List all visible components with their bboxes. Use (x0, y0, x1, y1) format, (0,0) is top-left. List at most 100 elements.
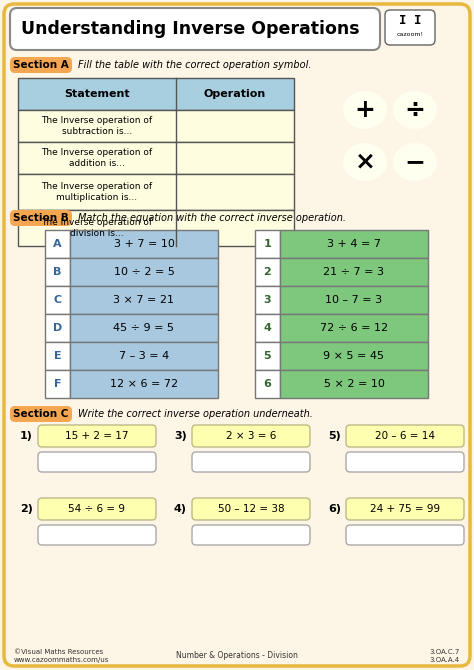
FancyBboxPatch shape (38, 525, 156, 545)
Text: Statement: Statement (64, 89, 130, 99)
Text: The Inverse operation of
division is...: The Inverse operation of division is... (41, 218, 153, 238)
Bar (255, 258, 280, 286)
Text: 72 ÷ 6 = 12: 72 ÷ 6 = 12 (320, 323, 388, 333)
Text: 12 × 6 = 72: 12 × 6 = 72 (110, 379, 178, 389)
Bar (18, 110, 294, 142)
Text: −: − (404, 150, 426, 174)
FancyBboxPatch shape (192, 425, 310, 447)
Bar (70, 230, 218, 258)
Bar (18, 78, 294, 110)
Bar (70, 370, 218, 398)
FancyBboxPatch shape (10, 210, 72, 226)
Text: C: C (54, 295, 62, 305)
Text: Match the equation with the correct inverse operation.: Match the equation with the correct inve… (78, 213, 346, 223)
Text: 50 – 12 = 38: 50 – 12 = 38 (218, 504, 284, 514)
FancyBboxPatch shape (38, 498, 156, 520)
Bar (45, 258, 70, 286)
Text: The Inverse operation of
addition is...: The Inverse operation of addition is... (41, 148, 153, 168)
Text: 1: 1 (264, 239, 272, 249)
Bar (255, 370, 280, 398)
Text: Understanding Inverse Operations: Understanding Inverse Operations (21, 20, 359, 38)
Bar (70, 258, 218, 286)
FancyBboxPatch shape (346, 498, 464, 520)
Text: 3 + 4 = 7: 3 + 4 = 7 (327, 239, 381, 249)
Text: Write the correct inverse operation underneath.: Write the correct inverse operation unde… (78, 409, 313, 419)
FancyBboxPatch shape (192, 525, 310, 545)
FancyBboxPatch shape (10, 406, 72, 422)
FancyBboxPatch shape (385, 10, 435, 45)
Text: 3.OA.C.7
3.OA.A.4: 3.OA.C.7 3.OA.A.4 (429, 649, 460, 663)
Text: 2 × 3 = 6: 2 × 3 = 6 (226, 431, 276, 441)
Bar (255, 230, 280, 258)
Bar (70, 342, 218, 370)
Text: F: F (54, 379, 61, 389)
Bar (255, 286, 280, 314)
Text: 10 ÷ 2 = 5: 10 ÷ 2 = 5 (114, 267, 174, 277)
Text: I I: I I (399, 13, 421, 27)
Ellipse shape (393, 143, 437, 181)
Ellipse shape (343, 143, 387, 181)
Text: 15 + 2 = 17: 15 + 2 = 17 (65, 431, 129, 441)
Text: Section B: Section B (13, 213, 69, 223)
Bar (280, 342, 428, 370)
Bar (280, 258, 428, 286)
FancyBboxPatch shape (346, 525, 464, 545)
FancyBboxPatch shape (192, 452, 310, 472)
FancyBboxPatch shape (346, 452, 464, 472)
Text: 21 ÷ 7 = 3: 21 ÷ 7 = 3 (323, 267, 384, 277)
Text: 24 + 75 = 99: 24 + 75 = 99 (370, 504, 440, 514)
Text: Section C: Section C (13, 409, 69, 419)
Text: Fill the table with the correct operation symbol.: Fill the table with the correct operatio… (78, 60, 311, 70)
Bar (70, 286, 218, 314)
FancyBboxPatch shape (192, 498, 310, 520)
Text: cazoom!: cazoom! (396, 31, 424, 36)
FancyBboxPatch shape (38, 425, 156, 447)
Text: ÷: ÷ (405, 98, 426, 122)
FancyBboxPatch shape (4, 4, 470, 666)
Ellipse shape (393, 91, 437, 129)
Text: 3: 3 (264, 295, 271, 305)
Text: The Inverse operation of
subtraction is...: The Inverse operation of subtraction is.… (41, 116, 153, 136)
Bar (45, 286, 70, 314)
Text: The Inverse operation of
multiplication is...: The Inverse operation of multiplication … (41, 182, 153, 202)
Text: 5: 5 (264, 351, 271, 361)
Text: 54 ÷ 6 = 9: 54 ÷ 6 = 9 (69, 504, 126, 514)
Bar (18, 142, 294, 174)
Bar (45, 314, 70, 342)
FancyBboxPatch shape (10, 57, 72, 73)
Text: 45 ÷ 9 = 5: 45 ÷ 9 = 5 (113, 323, 174, 333)
Text: Operation: Operation (204, 89, 266, 99)
Bar (255, 342, 280, 370)
FancyBboxPatch shape (346, 425, 464, 447)
Text: ©Visual Maths Resources
www.cazoommaths.com/us: ©Visual Maths Resources www.cazoommaths.… (14, 649, 109, 663)
Ellipse shape (343, 91, 387, 129)
Text: 1): 1) (20, 431, 33, 441)
Text: 2): 2) (20, 504, 33, 514)
Text: Number & Operations - Division: Number & Operations - Division (176, 651, 298, 661)
Text: 3 + 7 = 10: 3 + 7 = 10 (114, 239, 174, 249)
Text: 4: 4 (264, 323, 272, 333)
Bar (18, 210, 294, 246)
Text: 20 – 6 = 14: 20 – 6 = 14 (375, 431, 435, 441)
FancyBboxPatch shape (38, 452, 156, 472)
Text: Section A: Section A (13, 60, 69, 70)
Text: A: A (53, 239, 62, 249)
Text: 7 – 3 = 4: 7 – 3 = 4 (119, 351, 169, 361)
Bar (18, 174, 294, 210)
Text: 2: 2 (264, 267, 272, 277)
Text: 9 × 5 = 45: 9 × 5 = 45 (323, 351, 384, 361)
Text: 5 × 2 = 10: 5 × 2 = 10 (324, 379, 384, 389)
Bar (280, 286, 428, 314)
Text: E: E (54, 351, 61, 361)
Bar (45, 230, 70, 258)
Bar (255, 314, 280, 342)
Bar (280, 314, 428, 342)
Bar (70, 314, 218, 342)
Bar (280, 370, 428, 398)
Text: B: B (53, 267, 62, 277)
Text: 6: 6 (264, 379, 272, 389)
Text: ×: × (355, 150, 375, 174)
Bar (280, 230, 428, 258)
Text: 3): 3) (174, 431, 187, 441)
Bar (45, 342, 70, 370)
